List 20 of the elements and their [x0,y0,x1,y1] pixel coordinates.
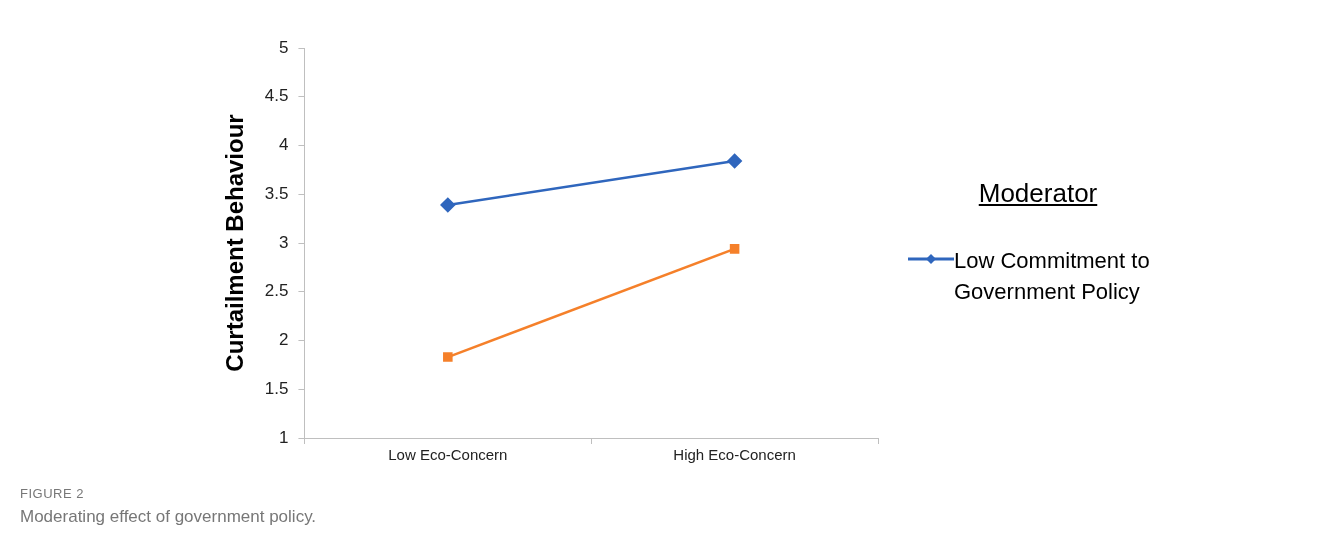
y-tick-label: 4 [278,135,289,155]
point [727,153,742,169]
y-tick-label: 1.5 [264,378,289,398]
text: Moderating effect of government policy. [20,507,317,527]
point [440,197,456,213]
y-tick-label: 1 [278,427,289,447]
legend-label: Low Commitment to Government Policy [954,247,1151,306]
x-tick-label: Low Eco-Concern [388,446,508,464]
point [729,244,740,254]
y-tick-label: 2 [278,330,289,350]
y-tick-label: 3 [278,232,289,252]
x-tick-label: High Eco-Concern [673,446,796,464]
legend-title: Moderator [977,178,1099,209]
y-tick-label: 2.5 [264,281,289,301]
y-axis-title: Curtailment Behaviour [221,114,249,372]
y-tick-label: 3.5 [264,183,289,203]
caption: FIGURE 2 [20,486,85,501]
y-tick-label: 4.5 [264,86,289,106]
point [443,352,453,362]
y-tick-label: 5 [278,37,289,57]
